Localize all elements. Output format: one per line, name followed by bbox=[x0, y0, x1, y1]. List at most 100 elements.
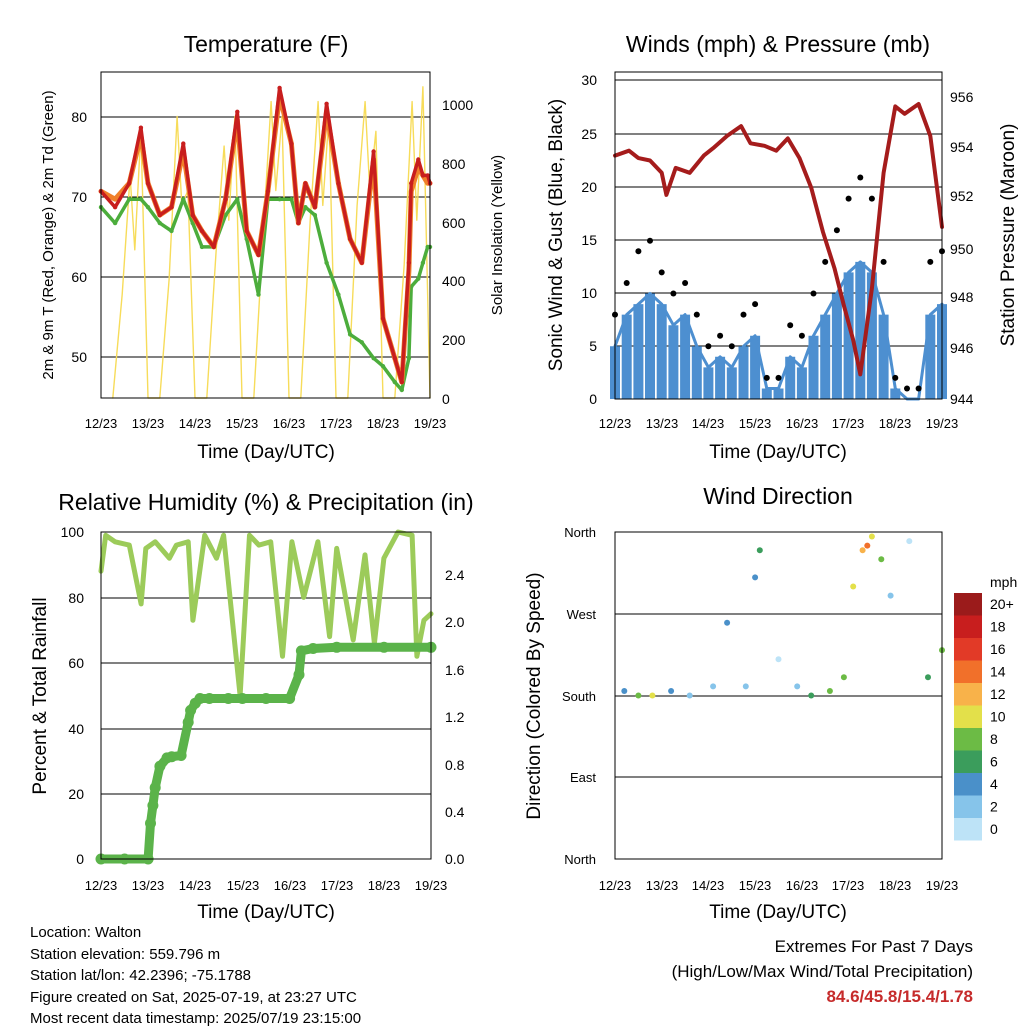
station-latlon: Station lat/lon: 42.2396; -75.1788 bbox=[30, 967, 252, 984]
wind-direction-point bbox=[686, 692, 693, 699]
wind-ytick-25: 25 bbox=[581, 126, 597, 142]
temperature-ylabel-right: Solar Insolation (Yellow) bbox=[489, 155, 506, 315]
precip-point bbox=[260, 693, 272, 704]
rh-xtick-3: 14/23 bbox=[179, 878, 212, 893]
sonic-wind-line bbox=[613, 260, 944, 401]
dewpoint-point bbox=[112, 220, 118, 226]
wind-direction-point bbox=[649, 692, 656, 699]
temp-2m-point bbox=[420, 173, 426, 178]
rh-ytick-0: 0 bbox=[76, 851, 84, 867]
direction-xtick-4: 15/23 bbox=[739, 878, 772, 893]
legend-swatch bbox=[954, 705, 982, 728]
dewpoint-point bbox=[371, 356, 376, 361]
dewpoint-point bbox=[347, 332, 353, 337]
direction-xtick-3: 14/23 bbox=[692, 878, 725, 893]
legend-label: 16 bbox=[990, 641, 1006, 657]
wind-direction-point bbox=[850, 583, 857, 590]
temperature-ytick-right-800: 800 bbox=[442, 156, 466, 172]
temp-2m-point bbox=[265, 189, 271, 194]
legend-swatch bbox=[954, 750, 982, 773]
wind-xtick-4: 15/23 bbox=[739, 416, 772, 431]
dewpoint-point bbox=[235, 197, 240, 202]
direction-ytick-west: West bbox=[567, 607, 597, 622]
dewpoint-point bbox=[380, 364, 386, 369]
rh-plot-frame bbox=[100, 531, 432, 860]
rh-xtick-2: 13/23 bbox=[132, 878, 165, 893]
temp-2m-point bbox=[112, 205, 118, 210]
temp-2m-point bbox=[312, 205, 318, 210]
wind-series bbox=[610, 102, 947, 401]
rh-ytick-right-0.8: 0.8 bbox=[445, 757, 465, 773]
temp-2m-point bbox=[145, 181, 151, 186]
wind-xticks: 12/23 13/23 14/23 15/23 16/23 17/23 18/2… bbox=[599, 416, 959, 431]
temp-2m-point bbox=[277, 85, 282, 91]
temperature-ytick-50: 50 bbox=[71, 349, 87, 365]
gust-point bbox=[705, 343, 712, 350]
precip-point bbox=[331, 641, 343, 653]
station-location: Location: Walton bbox=[30, 924, 142, 941]
direction-ytick-east: East bbox=[570, 770, 596, 785]
temp-2m-point bbox=[324, 101, 329, 107]
wind-direction-point bbox=[635, 692, 642, 699]
temp-2m-point bbox=[380, 316, 386, 321]
wind-direction-point bbox=[859, 547, 866, 554]
extremes-box: Extremes For Past 7 Days (High/Low/Max W… bbox=[672, 934, 973, 1009]
temp-2m-point bbox=[425, 173, 430, 178]
precip-point bbox=[175, 750, 187, 761]
rh-line bbox=[98, 529, 434, 698]
wind-ytick-15: 15 bbox=[581, 232, 597, 248]
speed-legend: 20+ 18 16 14 12 10 8 6 4 2 0 bbox=[954, 593, 1014, 841]
dewpoint-point bbox=[406, 356, 412, 361]
temperature-plot-frame bbox=[100, 71, 431, 399]
direction-ytick-north-top: North bbox=[564, 525, 596, 540]
temp-2m-point bbox=[392, 356, 397, 361]
wind-xtick-6: 17/23 bbox=[832, 416, 865, 431]
wind-ytick-20: 20 bbox=[581, 179, 597, 195]
wind-direction-panel: Wind Direction Direction (Colored By Spe… bbox=[524, 483, 1017, 923]
dewpoint-point bbox=[181, 197, 186, 202]
rh-xtick-8: 19/23 bbox=[415, 878, 448, 893]
temperature-series bbox=[98, 85, 433, 399]
legend-label: 14 bbox=[990, 664, 1006, 680]
wind-direction-point bbox=[878, 556, 885, 563]
wind-ytick-right-952: 952 bbox=[950, 188, 974, 204]
precip-point bbox=[284, 693, 296, 704]
wind-ylabel-right: Station Pressure (Maroon) bbox=[998, 124, 1019, 347]
speed-legend-title: mph bbox=[990, 574, 1017, 590]
gust-point bbox=[915, 385, 922, 392]
dewpoint-point bbox=[303, 205, 308, 210]
wind-direction-point bbox=[742, 683, 749, 690]
dewpoint-point bbox=[336, 292, 341, 297]
temp-2m-point bbox=[399, 379, 404, 385]
wind-direction-point bbox=[752, 574, 759, 581]
temperature-xtick-8: 19/23 bbox=[414, 416, 447, 431]
dewpoint-point bbox=[399, 387, 404, 393]
legend-label: 12 bbox=[990, 686, 1006, 702]
legend-swatch bbox=[954, 660, 982, 683]
extremes-heading: Extremes For Past 7 Days bbox=[774, 937, 973, 956]
precip-point bbox=[145, 817, 156, 829]
wind-direction-point bbox=[840, 674, 847, 681]
precip-point bbox=[182, 716, 194, 728]
wind-direction-point bbox=[906, 538, 913, 545]
wind-direction-point bbox=[887, 592, 894, 599]
rh-ytick-20: 20 bbox=[68, 786, 84, 802]
temp-2m-point bbox=[169, 205, 174, 210]
temp-2m-point bbox=[223, 197, 228, 202]
temperature-xtick-5: 16/23 bbox=[273, 416, 306, 431]
wind-direction-point bbox=[756, 547, 763, 554]
direction-xtick-5: 16/23 bbox=[786, 878, 819, 893]
direction-title: Wind Direction bbox=[703, 483, 853, 509]
wind-direction-point bbox=[710, 683, 717, 690]
gust-point bbox=[822, 258, 829, 265]
temp-2m-point bbox=[199, 228, 205, 234]
legend-swatch bbox=[954, 728, 982, 751]
wind-plot-frame bbox=[614, 71, 943, 400]
precip-point bbox=[307, 643, 319, 654]
temp-2m-point bbox=[296, 220, 301, 226]
wind-xtick-8: 19/23 bbox=[926, 416, 959, 431]
rh-precip-panel: Relative Humidity (%) & Precipitation (i… bbox=[30, 489, 474, 923]
gust-point bbox=[740, 311, 747, 318]
temperature-xtick-4: 15/23 bbox=[226, 416, 259, 431]
